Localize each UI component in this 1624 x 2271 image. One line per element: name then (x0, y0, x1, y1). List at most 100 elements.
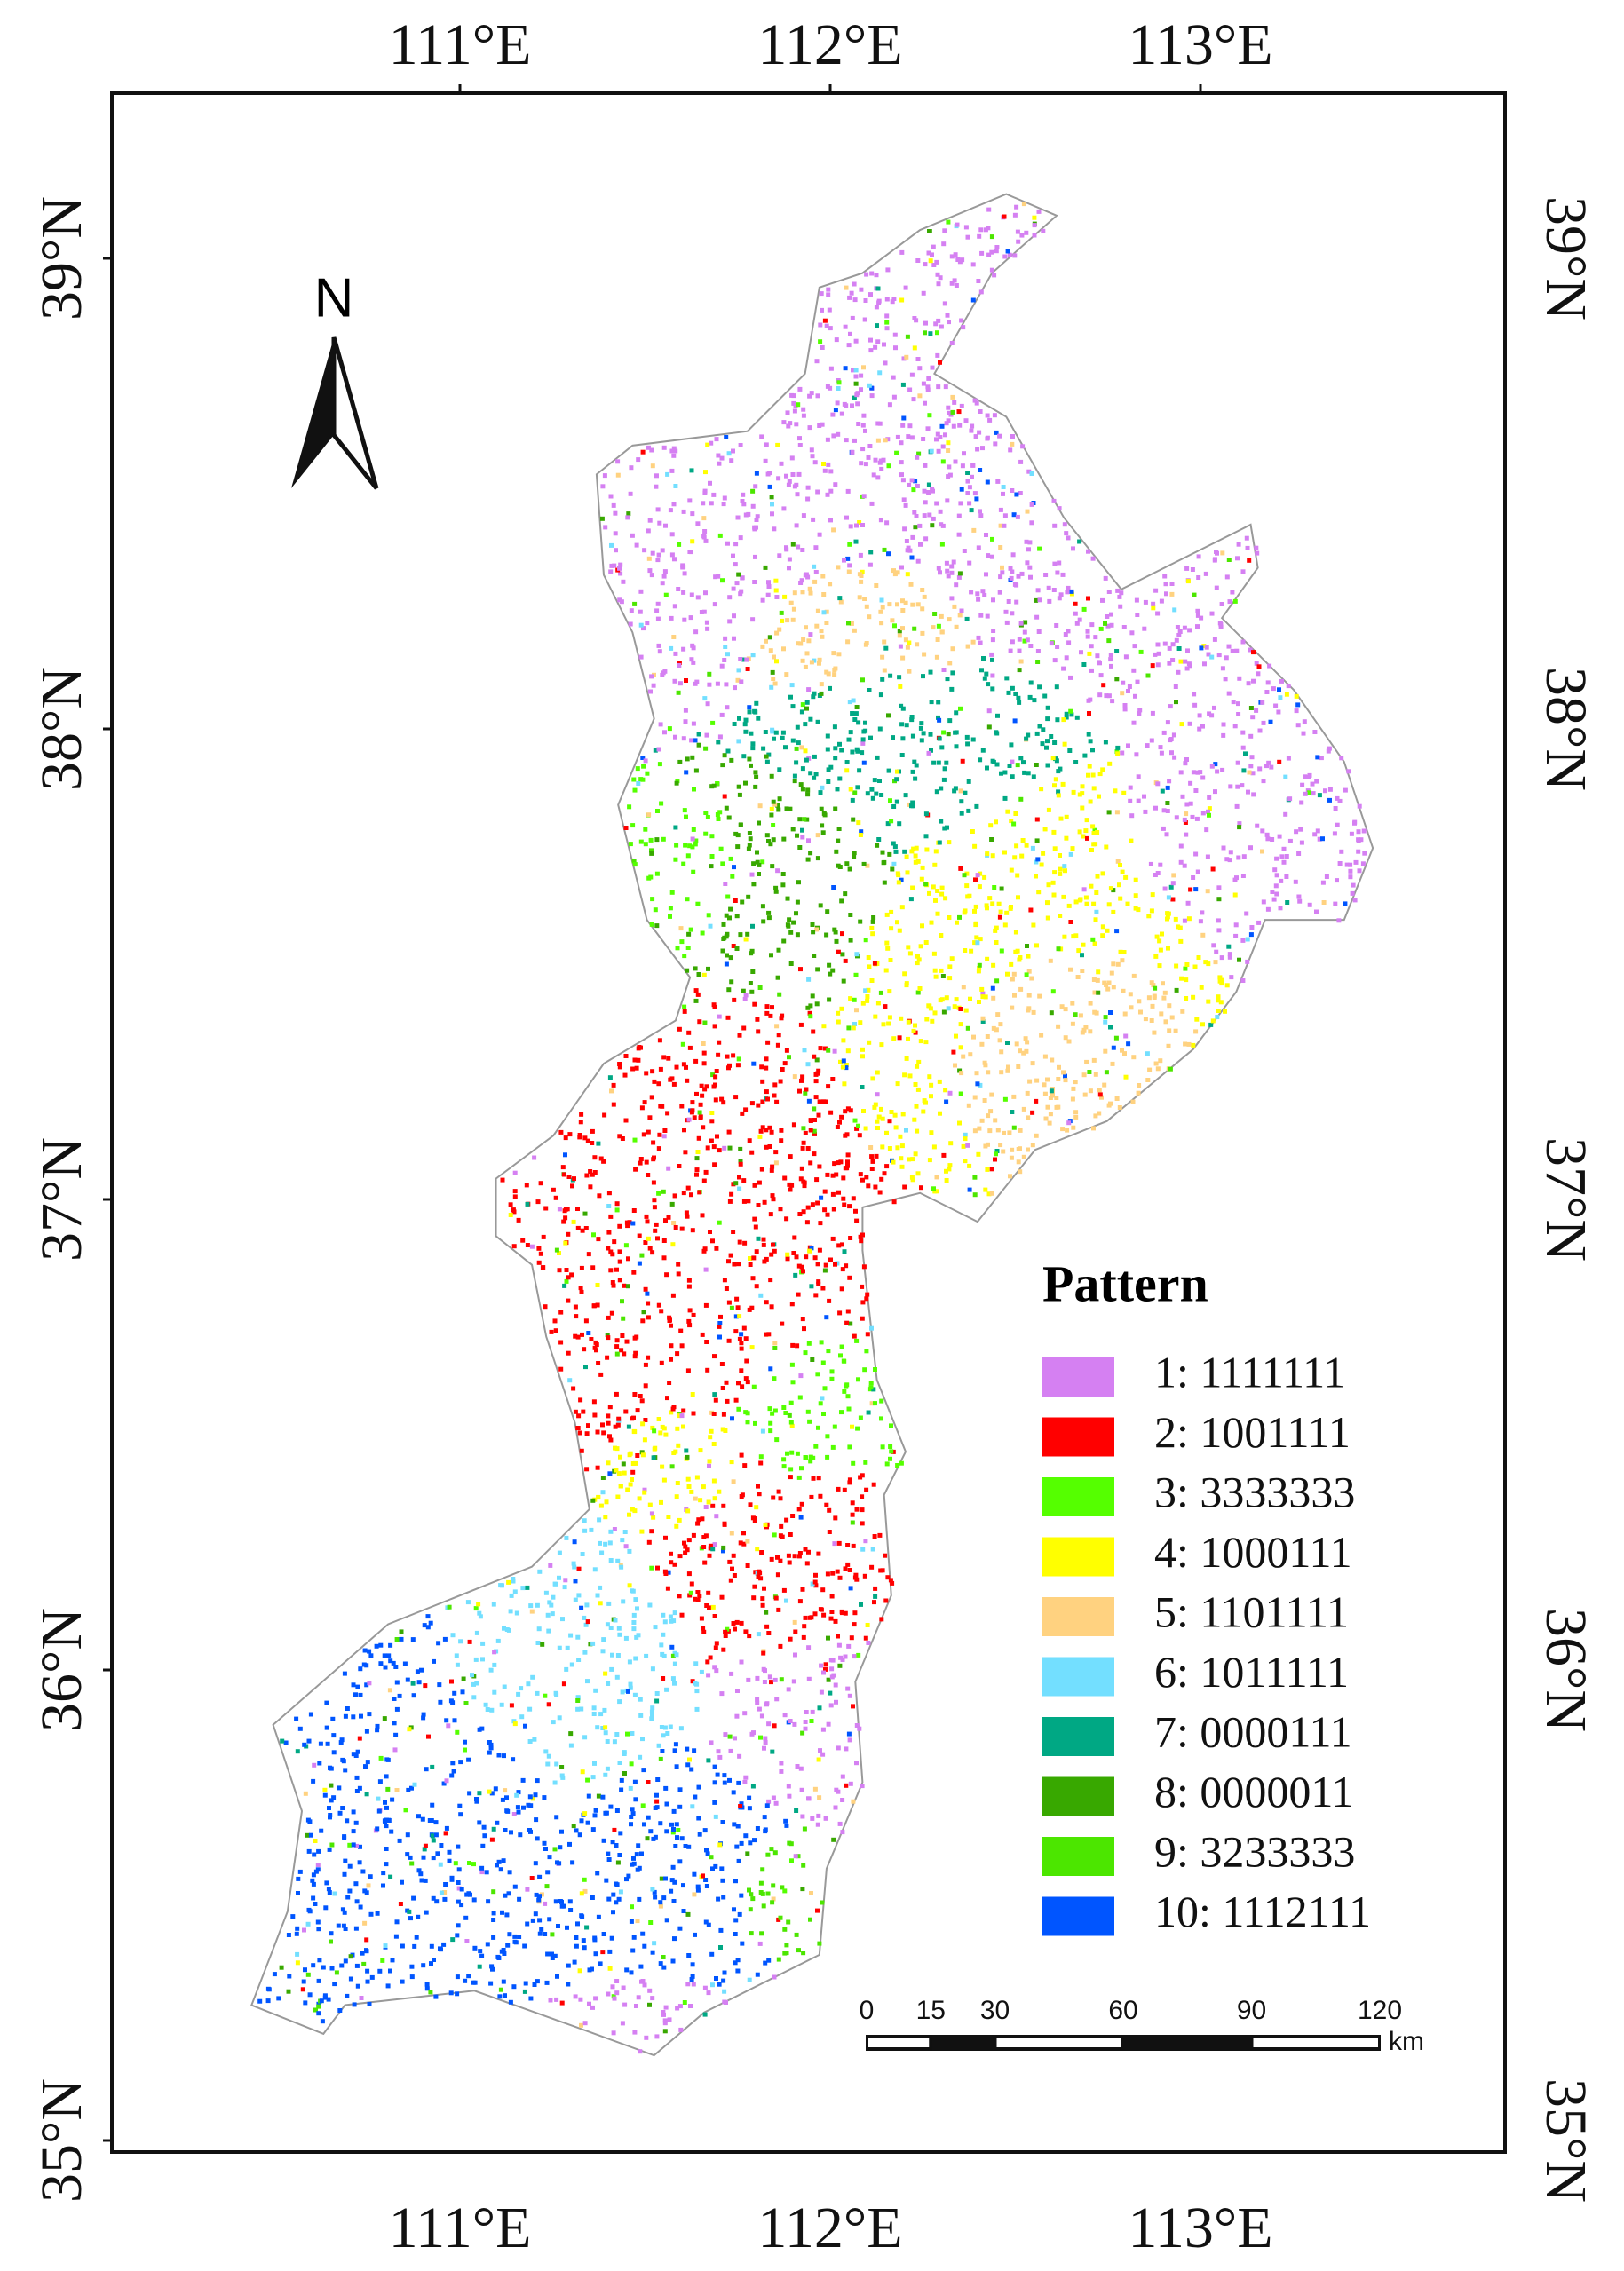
pattern-pixel (1155, 781, 1161, 787)
pattern-pixel (558, 1899, 563, 1903)
pattern-pixel (677, 663, 682, 668)
pattern-pixel (1185, 648, 1190, 653)
pattern-pixel (923, 320, 928, 326)
pattern-pixel (982, 874, 987, 880)
pattern-pixel (1360, 861, 1366, 866)
pattern-pixel (732, 997, 737, 1002)
pattern-pixel (477, 1964, 482, 1969)
pattern-pixel (717, 734, 723, 740)
pattern-pixel (943, 432, 947, 438)
pattern-pixel (537, 1569, 543, 1574)
pattern-pixel (967, 485, 972, 490)
pattern-pixel (1216, 1009, 1221, 1013)
pattern-pixel (681, 736, 686, 741)
pattern-pixel (561, 1681, 566, 1687)
pattern-pixel (1299, 840, 1304, 845)
pattern-pixel (824, 621, 829, 625)
pattern-pixel (1042, 1091, 1048, 1096)
pattern-pixel (737, 1314, 742, 1319)
pattern-pixel (875, 1119, 880, 1124)
pattern-pixel (814, 927, 820, 932)
pattern-pixel (905, 572, 910, 577)
pattern-pixel (1075, 975, 1081, 979)
pattern-pixel (749, 1892, 754, 1897)
pattern-pixel (1191, 1042, 1196, 1048)
pattern-pixel (1321, 900, 1327, 905)
pattern-pixel (745, 1563, 750, 1568)
pattern-pixel (763, 1740, 768, 1745)
pattern-pixel (347, 1888, 353, 1894)
pattern-pixel (734, 581, 740, 586)
pattern-pixel (810, 922, 815, 927)
pattern-pixel (1016, 695, 1021, 700)
pattern-pixel (966, 808, 971, 813)
pattern-pixel (384, 1817, 389, 1823)
pattern-pixel (727, 1145, 733, 1151)
pattern-pixel (879, 1106, 883, 1112)
pattern-pixel (1061, 1070, 1066, 1075)
pattern-pixel (879, 466, 884, 471)
pattern-pixel (812, 954, 817, 958)
pattern-pixel (382, 1716, 387, 1721)
pattern-pixel (975, 873, 980, 878)
pattern-pixel (718, 1314, 723, 1319)
pattern-pixel (612, 1996, 617, 2001)
pattern-pixel (874, 583, 879, 588)
pattern-pixel (774, 1437, 780, 1443)
pattern-pixel (836, 949, 841, 954)
pattern-pixel (1220, 767, 1225, 772)
pattern-pixel (1245, 959, 1250, 964)
pattern-pixel (811, 1476, 816, 1481)
pattern-pixel (712, 1024, 717, 1029)
pattern-pixel (947, 840, 952, 845)
pattern-pixel (770, 727, 775, 732)
pattern-pixel (505, 1943, 511, 1948)
pattern-pixel (811, 517, 816, 522)
pattern-pixel (631, 859, 637, 864)
pattern-pixel (1134, 597, 1139, 603)
pattern-pixel (634, 2004, 638, 2008)
pattern-pixel (998, 545, 1003, 550)
pattern-pixel (537, 1894, 542, 1899)
pattern-pixel (408, 1916, 413, 1921)
pattern-pixel (975, 940, 980, 946)
pattern-pixel (632, 787, 638, 793)
pattern-pixel (655, 616, 661, 621)
pattern-pixel (976, 279, 981, 283)
pattern-pixel (680, 1041, 685, 1047)
pattern-pixel (647, 1602, 653, 1608)
pattern-pixel (1026, 547, 1031, 552)
pattern-pixel (836, 1486, 841, 1492)
pattern-pixel (873, 1367, 877, 1372)
pattern-pixel (615, 1558, 621, 1563)
pattern-pixel (1074, 621, 1080, 626)
pattern-pixel (1267, 663, 1272, 669)
pattern-pixel (591, 1232, 596, 1238)
pattern-pixel (901, 415, 907, 421)
pattern-pixel (642, 1100, 647, 1105)
pattern-pixel (848, 1586, 853, 1591)
pattern-pixel (535, 1602, 540, 1608)
pattern-pixel (1002, 1096, 1008, 1102)
pattern-pixel (772, 1408, 778, 1413)
pattern-pixel (804, 1220, 810, 1225)
pattern-pixel (868, 1381, 874, 1386)
pattern-pixel (712, 1780, 717, 1785)
pattern-pixel (424, 1910, 429, 1915)
pattern-pixel (765, 592, 771, 597)
pattern-pixel (652, 672, 656, 677)
pattern-pixel (847, 1444, 852, 1450)
pattern-pixel (375, 1723, 380, 1729)
pattern-pixel (1122, 1011, 1128, 1017)
pattern-pixel (726, 815, 732, 820)
pattern-pixel (573, 1597, 578, 1602)
pattern-pixel (603, 1810, 608, 1816)
pattern-pixel (1016, 239, 1021, 244)
pattern-pixel (846, 1406, 852, 1412)
pattern-pixel (924, 1017, 930, 1022)
pattern-pixel (764, 1128, 769, 1133)
pattern-pixel (734, 1296, 740, 1302)
pattern-pixel (912, 345, 917, 351)
pattern-pixel (641, 1768, 646, 1773)
pattern-pixel (647, 1988, 653, 1993)
